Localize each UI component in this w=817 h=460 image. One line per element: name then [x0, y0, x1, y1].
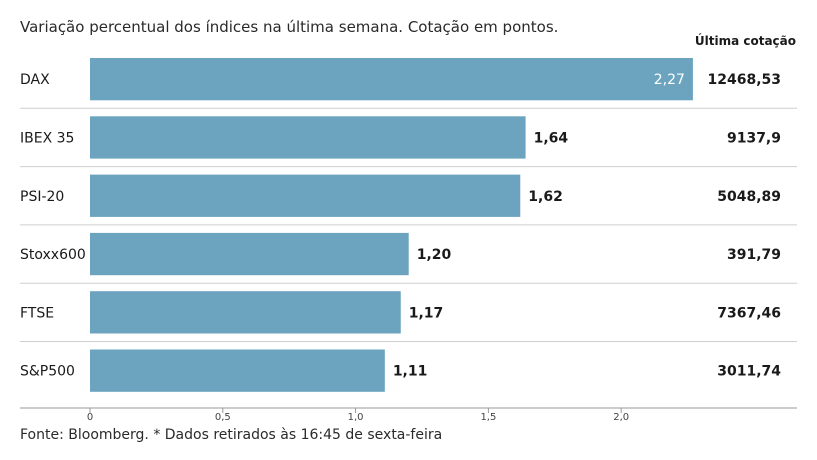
- last-quote-value: 9137,9: [727, 130, 781, 146]
- category-label: FTSE: [20, 305, 54, 321]
- last-quote-value: 7367,46: [717, 305, 781, 321]
- category-label: Stoxx600: [20, 247, 86, 263]
- bar-value-label: 1,11: [393, 364, 428, 380]
- bar: [90, 232, 409, 276]
- bar-value-label: 1,17: [409, 305, 444, 321]
- bar: [90, 174, 521, 217]
- bar: [90, 291, 401, 334]
- bar-value-label: 2,27: [654, 72, 685, 88]
- chart-subtitle: Variação percentual dos índices na últim…: [20, 18, 559, 36]
- last-quote-value: 12468,53: [707, 72, 781, 88]
- bar-value-label: 1,20: [417, 247, 452, 263]
- x-axis-tick-label: 1,5: [480, 412, 496, 423]
- bar: [90, 349, 385, 392]
- last-quote-value: 391,79: [727, 247, 781, 263]
- source-footnote: Fonte: Bloomberg. * Dados retirados às 1…: [20, 427, 443, 443]
- x-axis-tick-label: 1,0: [348, 412, 364, 423]
- category-label: DAX: [20, 72, 50, 88]
- bar: [90, 58, 693, 101]
- x-axis-tick-label: 0: [87, 412, 93, 423]
- category-label: S&P500: [20, 364, 75, 380]
- last-quote-value: 5048,89: [717, 189, 781, 205]
- last-quote-column-header: Última cotação: [694, 34, 796, 48]
- bar-value-label: 1,62: [528, 189, 563, 205]
- category-label: PSI-20: [20, 189, 64, 205]
- category-label: IBEX 35: [20, 130, 74, 146]
- x-axis-tick-label: 0,5: [215, 412, 231, 423]
- x-axis-tick-label: 2,0: [613, 412, 629, 423]
- last-quote-value: 3011,74: [717, 364, 781, 380]
- bar-value-label: 1,64: [534, 130, 569, 146]
- bar: [90, 116, 526, 159]
